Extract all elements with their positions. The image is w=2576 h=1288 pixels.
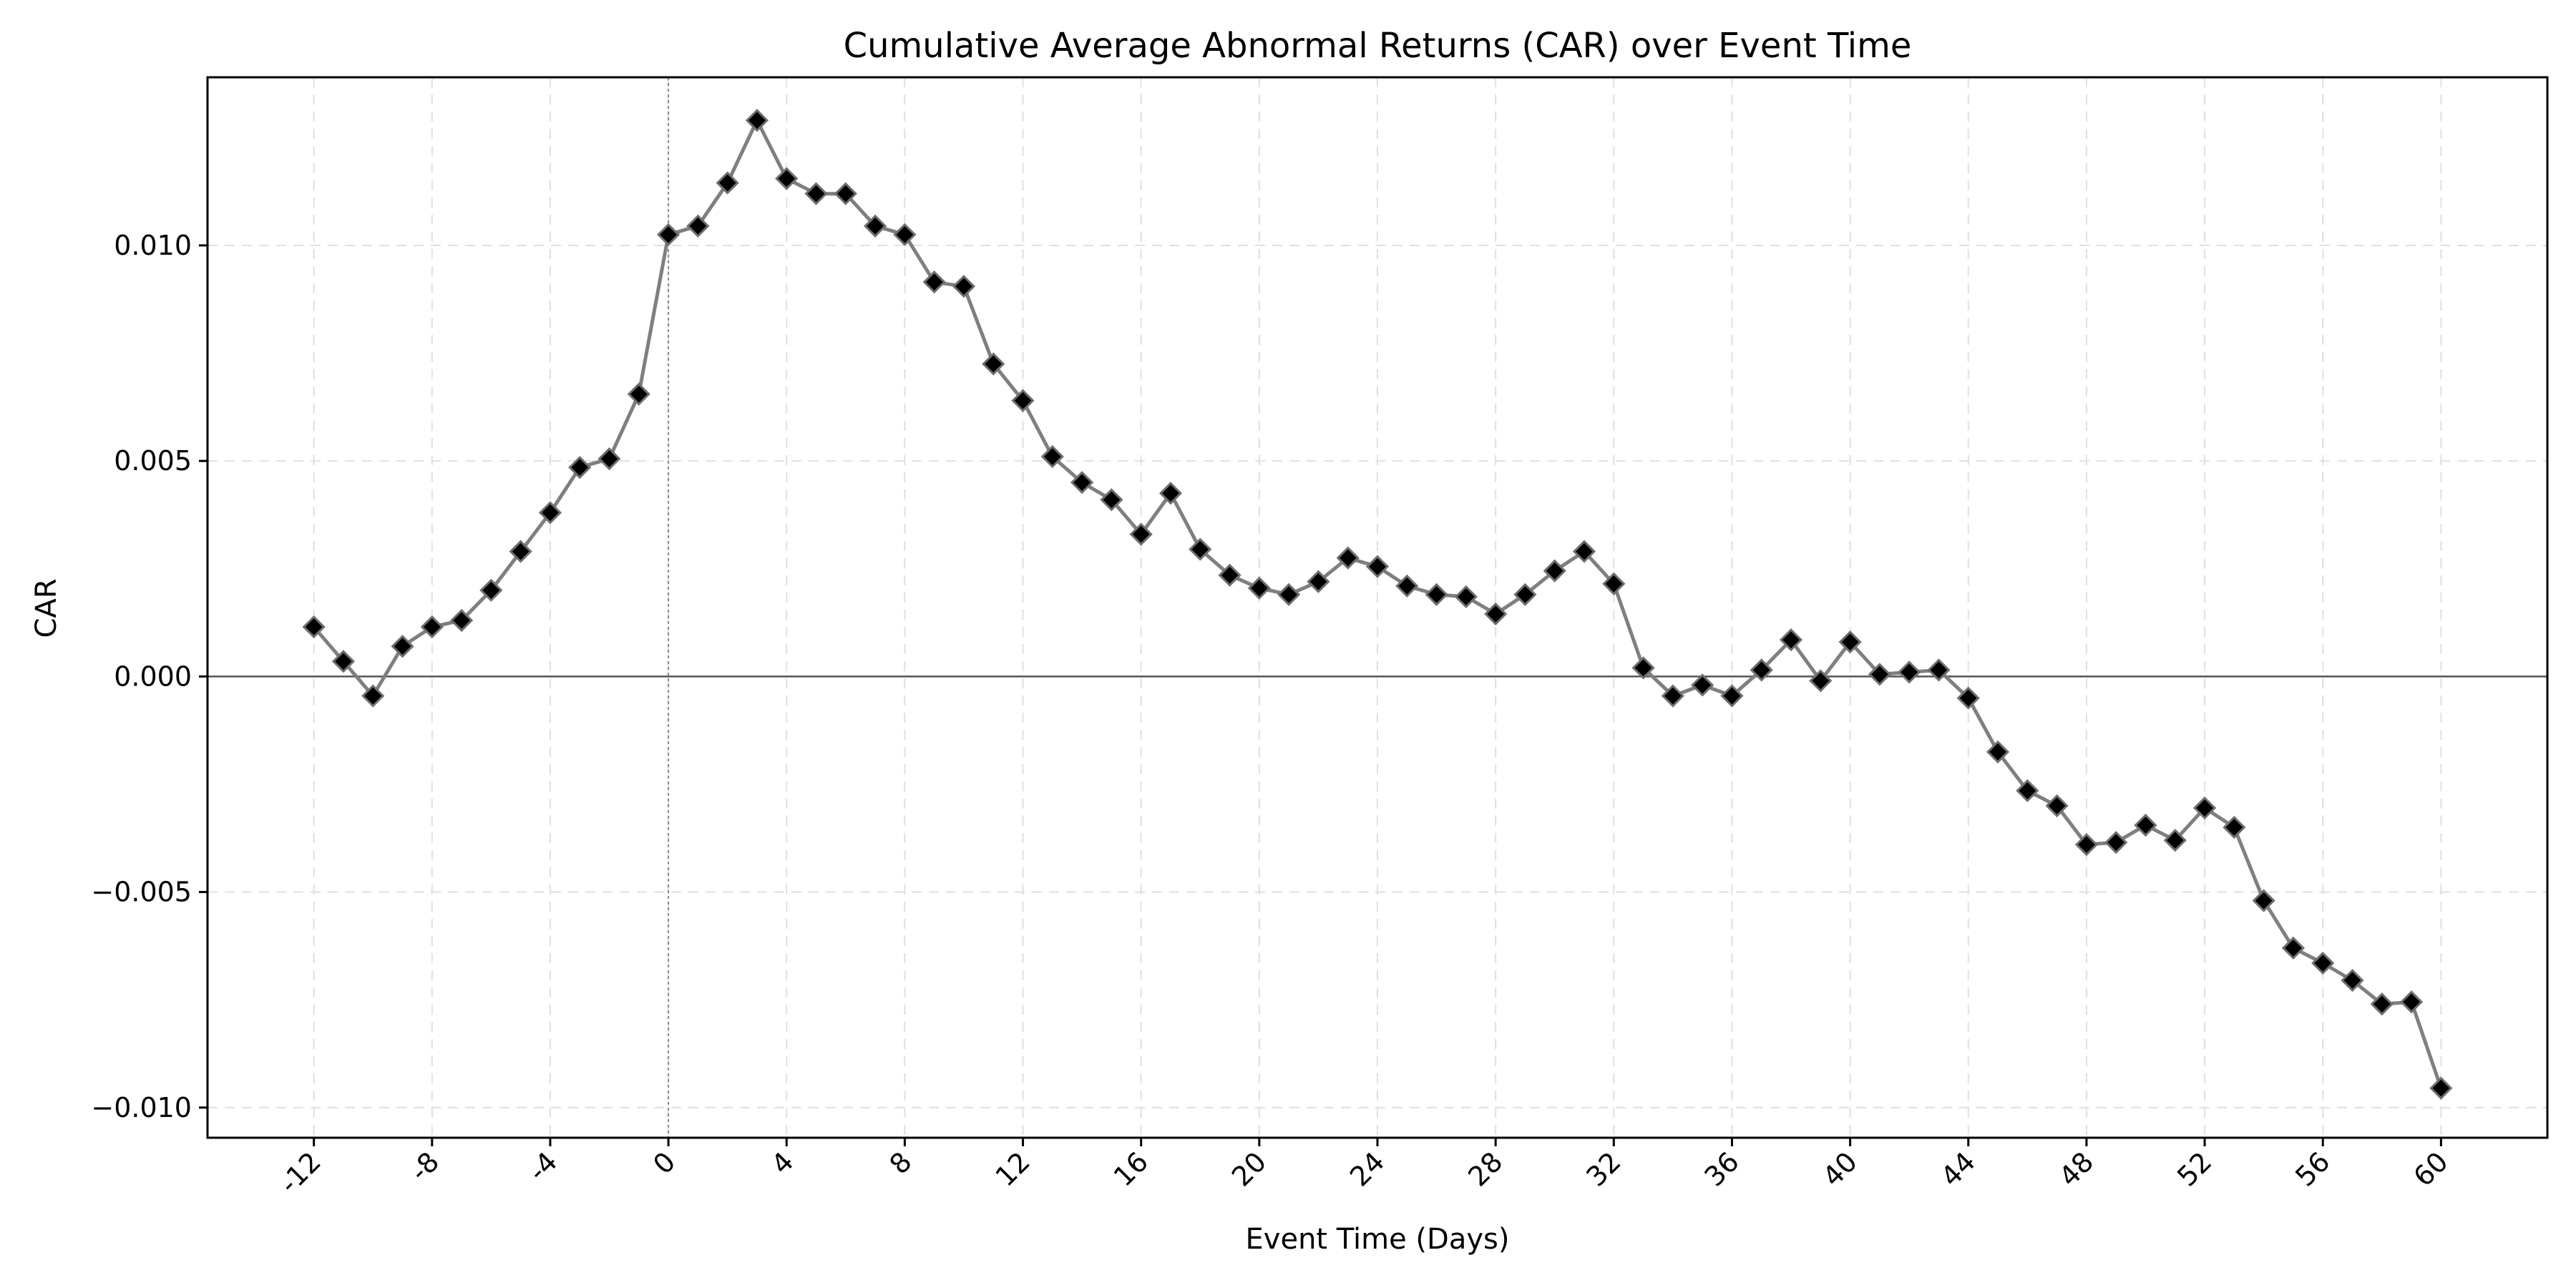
data-point-marker	[1454, 585, 1478, 609]
data-point-marker	[2016, 779, 2039, 803]
data-point-marker	[2074, 833, 2099, 857]
data-point-marker	[1365, 555, 1390, 578]
data-point-marker	[1011, 389, 1035, 412]
data-point-marker	[1336, 546, 1360, 570]
data-point-marker	[1158, 482, 1183, 505]
y-tick-label: −0.005	[91, 877, 192, 908]
data-point-marker	[538, 501, 562, 525]
data-point-marker	[2252, 889, 2275, 912]
y-tick-label: 0.010	[114, 230, 192, 261]
data-point-marker	[302, 615, 326, 639]
data-point-marker	[1100, 488, 1123, 512]
data-point-marker	[2311, 951, 2335, 975]
data-point-marker	[420, 615, 444, 639]
data-point-marker	[2163, 829, 2187, 852]
data-point-marker	[834, 182, 857, 205]
data-point-marker	[2370, 992, 2394, 1016]
data-point-marker	[509, 540, 532, 563]
y-axis-label: CAR	[30, 578, 63, 638]
data-point-marker	[1247, 576, 1271, 600]
data-point-marker	[479, 578, 503, 602]
data-point-marker	[2341, 968, 2364, 992]
data-point-marker	[716, 171, 739, 195]
data-point-marker	[1543, 559, 1566, 582]
data-point-marker	[1513, 582, 1537, 607]
data-point-marker	[1868, 663, 1892, 686]
data-point-marker	[1277, 582, 1301, 607]
data-point-marker	[1956, 686, 1980, 710]
data-point-marker	[568, 456, 592, 479]
data-point-marker	[1395, 574, 1419, 597]
data-point-marker	[1040, 445, 1064, 469]
data-point-marker	[982, 352, 1005, 376]
data-point-marker	[1572, 540, 1596, 563]
data-point-marker	[1927, 658, 1951, 682]
data-point-marker	[1425, 582, 1448, 607]
data-point-marker	[2223, 816, 2246, 839]
data-point-marker	[2399, 990, 2424, 1014]
data-point-marker	[1070, 471, 1094, 494]
data-point-marker	[627, 382, 650, 406]
data-point-marker	[391, 635, 414, 658]
data-point-marker	[686, 214, 710, 238]
data-point-marker	[1631, 656, 1655, 680]
data-point-marker	[1838, 630, 1862, 654]
data-point-marker	[1986, 740, 2010, 763]
chart-title: Cumulative Average Abnormal Returns (CAR…	[844, 26, 1912, 66]
data-point-marker	[2134, 814, 2157, 837]
data-point-marker	[597, 447, 621, 471]
y-tick-label: 0.000	[114, 660, 192, 692]
data-point-marker	[745, 109, 769, 132]
reference-lines	[208, 77, 2547, 1138]
grid-lines	[208, 77, 2547, 1138]
data-point-marker	[656, 223, 680, 247]
data-point-marker	[361, 684, 385, 708]
data-point-marker	[922, 270, 946, 294]
data-point-marker	[1898, 660, 1921, 684]
data-point-marker	[1809, 669, 1833, 693]
x-axis-label: Event Time (Days)	[1246, 1223, 1510, 1256]
data-point-marker	[1307, 570, 1330, 593]
data-point-marker	[863, 214, 887, 238]
data-point-marker	[331, 650, 356, 673]
data-point-marker	[1189, 537, 1212, 561]
data-point-marker	[2045, 794, 2069, 818]
data-point-marker	[1779, 628, 1803, 652]
data-point-marker	[1602, 572, 1626, 595]
data-point-marker	[2192, 796, 2217, 820]
data-point-marker	[1129, 522, 1153, 546]
data-point-marker	[804, 182, 828, 205]
data-point-marker	[775, 167, 799, 190]
data-point-marker	[2104, 831, 2128, 854]
data-point-marker	[1720, 684, 1744, 708]
data-point-marker	[1218, 563, 1241, 587]
data-point-marker	[952, 275, 976, 298]
data-point-marker	[2281, 936, 2306, 960]
data-point-marker	[893, 223, 917, 247]
data-point-marker	[2429, 1076, 2453, 1100]
data-point-marker	[1661, 684, 1685, 708]
data-point-marker	[1691, 673, 1714, 697]
data-point-marker	[1750, 658, 1773, 682]
y-tick-label: 0.005	[114, 445, 192, 477]
series-layer	[302, 109, 2453, 1100]
y-tick-label: −0.010	[91, 1092, 192, 1123]
data-point-marker	[1484, 602, 1508, 626]
data-point-marker	[449, 608, 474, 633]
